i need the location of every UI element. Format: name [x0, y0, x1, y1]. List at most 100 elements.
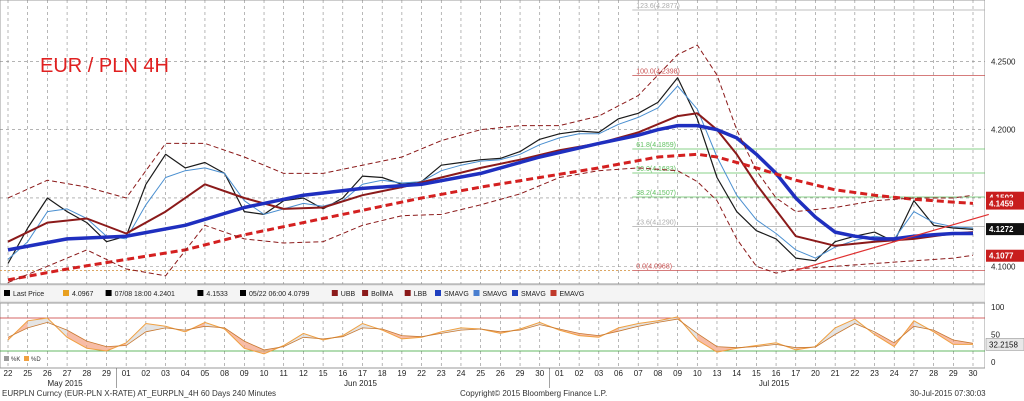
x-tick-label: 12: [299, 369, 308, 378]
x-tick-label: 25: [23, 369, 32, 378]
legend-swatch: [105, 290, 112, 296]
x-tick-label: 28: [82, 369, 91, 378]
x-tick-label: 08: [220, 369, 229, 378]
y-tick-label: 4.1000: [991, 262, 1016, 271]
price-tag: [986, 197, 1024, 210]
x-tick-label: 29: [102, 369, 111, 378]
osc-fill: [618, 323, 639, 332]
x-tick-label: 17: [791, 369, 800, 378]
x-tick-label: 13: [713, 369, 722, 378]
osc-legend-swatch: [4, 356, 9, 361]
osc-y-tick-label: 50: [991, 331, 1000, 340]
series-lbb: [7, 167, 974, 284]
price-tag-label: 4.1459: [989, 200, 1014, 209]
legend-swatch: [512, 290, 518, 296]
osc-last-tag: [985, 338, 1024, 351]
osc-legend-label: %D: [31, 357, 41, 363]
x-tick-label: 23: [437, 369, 446, 378]
series-last-price: [7, 77, 974, 264]
x-tick-label: 06: [614, 369, 623, 378]
x-tick-label: 05: [200, 369, 209, 378]
x-tick-label: 23: [870, 369, 879, 378]
series-d: [7, 318, 974, 351]
legend-swatch: [362, 290, 369, 296]
legend-swatch: [550, 290, 557, 296]
series-smavg: [7, 85, 974, 260]
x-tick-label: 24: [457, 369, 466, 378]
x-tick-label: 30: [535, 369, 544, 378]
fib-label: 0.0(4.0968): [636, 264, 672, 271]
x-tick-label: 22: [4, 369, 13, 378]
osc-fill: [579, 333, 599, 338]
osc-y-tick-label: 100: [991, 303, 1005, 312]
price-tag: [986, 249, 1024, 262]
legend-label: SMAVG: [483, 291, 508, 298]
x-tick-label: 21: [831, 369, 840, 378]
price-tag-label: 4.1272: [989, 225, 1014, 234]
x-tick-label: 27: [63, 369, 72, 378]
legend-label: SMAVG: [521, 291, 546, 298]
x-tick-label: 15: [752, 369, 761, 378]
legend-swatch: [473, 290, 480, 296]
legend-swatch: [197, 290, 204, 296]
x-tick-label: 10: [693, 369, 702, 378]
x-tick-label: 26: [43, 369, 52, 378]
legend-label: 4.1533: [206, 291, 228, 298]
osc-fill: [244, 341, 265, 354]
osc-fill: [874, 331, 895, 347]
legend-swatch: [4, 290, 10, 296]
osc-fill: [697, 333, 717, 353]
series-ubb: [7, 44, 974, 213]
x-tick-label: 25: [476, 369, 485, 378]
x-tick-label: 09: [673, 369, 682, 378]
osc-legend-swatch: [24, 356, 29, 361]
osc-legend-label: %K: [11, 357, 20, 363]
footer-source: EURPLN Curncy (EUR-PLN X-RATE) AT_EURPLN…: [2, 389, 277, 398]
x-tick-label: 26: [496, 369, 505, 378]
x-month-label: Jul 2015: [759, 379, 790, 388]
osc-fill: [145, 323, 166, 332]
x-tick-label: 28: [929, 369, 938, 378]
x-tick-label: 01: [555, 369, 564, 378]
legend-swatch: [331, 290, 338, 296]
chart: 123.6(4.2877) 100.0(4.2398) 61.8(4.1859) 50…: [0, 0, 1024, 388]
x-tick-label: 15: [319, 369, 328, 378]
x-tick-label: 16: [772, 369, 781, 378]
fib-label: 61.8(4.1859): [636, 142, 676, 149]
x-tick-label: 08: [653, 369, 662, 378]
series-trend: [795, 213, 989, 271]
x-month-label: May 2015: [48, 379, 84, 388]
x-tick-label: 11: [280, 369, 289, 378]
osc-last-label: 32.2158: [989, 340, 1018, 349]
x-tick-label: 14: [732, 369, 741, 378]
x-tick-label: 30: [969, 369, 978, 378]
x-tick-label: 22: [417, 369, 426, 378]
legend-label: 07/08 18:00 4.2401: [115, 291, 175, 298]
legend-label: 4.0967: [72, 291, 94, 298]
x-tick-label: 10: [260, 369, 269, 378]
chart-title: EUR / PLN 4H: [40, 55, 169, 77]
x-tick-label: 02: [141, 369, 150, 378]
footer: EURPLN Curncy (EUR-PLN X-RATE) AT_EURPLN…: [0, 388, 1024, 401]
footer-copyright: Copyright© 2015 Bloomberg Finance L.P.: [460, 389, 608, 398]
legend-swatch: [240, 290, 246, 296]
fib-label: 123.6(4.2877): [636, 3, 680, 10]
x-tick-label: 04: [181, 369, 190, 378]
series-smavg: [7, 123, 973, 252]
osc-y-tick-label: 0: [991, 358, 996, 367]
x-tick-label: 27: [909, 369, 918, 378]
x-tick-label: 07: [634, 369, 643, 378]
series-bollma: [7, 112, 974, 247]
oscillator-panel: [0, 302, 986, 369]
legend-label: UBB: [341, 291, 356, 298]
legend-swatch: [404, 290, 411, 296]
price-panel: [0, 0, 986, 285]
x-tick-label: 03: [161, 369, 170, 378]
osc-fill: [638, 320, 658, 327]
legend-label: SMAVG: [444, 291, 469, 298]
x-month-label: Jun 2015: [344, 379, 377, 388]
x-tick-label: 18: [378, 369, 387, 378]
fib-label: 38.2(4.1507): [636, 190, 676, 197]
x-tick-label: 01: [122, 369, 131, 378]
legend-label: LBB: [414, 291, 428, 298]
